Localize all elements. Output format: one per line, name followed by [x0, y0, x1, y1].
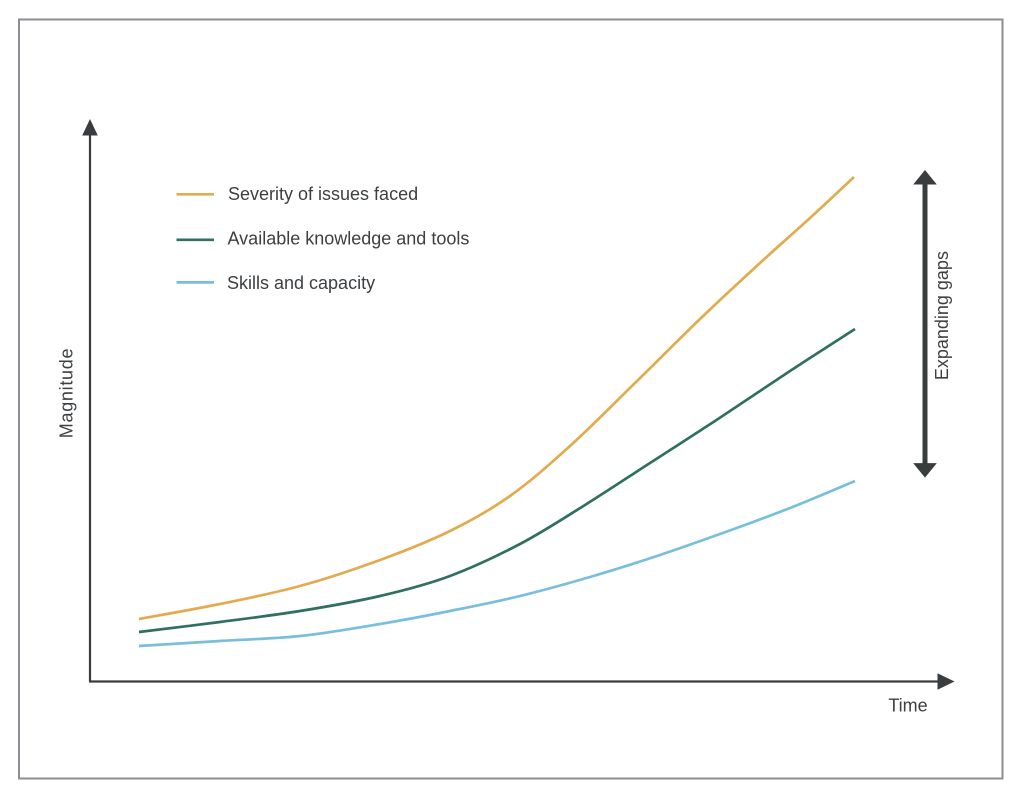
svg-text:Skills and capacity: Skills and capacity [227, 273, 375, 293]
svg-text:Severity of issues faced: Severity of issues faced [228, 184, 418, 204]
svg-text:Expanding gaps: Expanding gaps [932, 251, 952, 380]
svg-text:Time: Time [888, 696, 927, 716]
svg-text:Available knowledge and tools: Available knowledge and tools [228, 229, 470, 249]
svg-text:Magnitude: Magnitude [57, 348, 77, 438]
